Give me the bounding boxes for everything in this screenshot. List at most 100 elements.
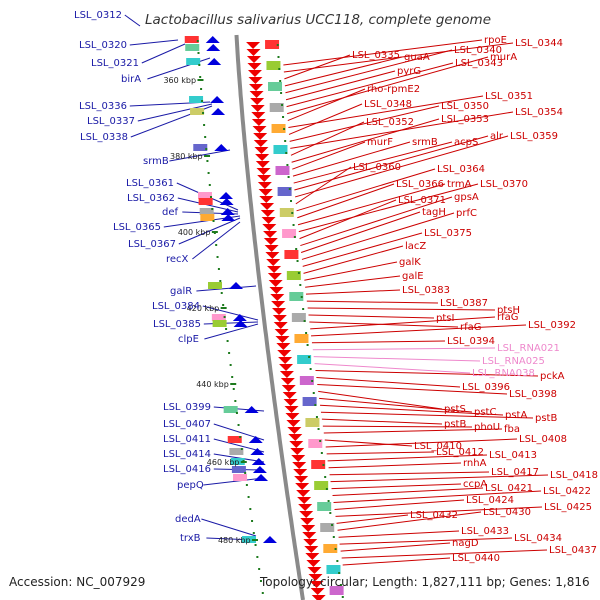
kbp-ticks: 360 kbp 380 kbp 400 kbp 420 kbp 440 kbp 460 k… (163, 40, 344, 598)
minor-tick (285, 152, 288, 154)
forward-gene-arrow (210, 96, 225, 103)
gene-label-right: LSL_0344 (515, 38, 563, 49)
gene-label-right: LSL_RNA025 (482, 356, 545, 367)
connector-right (291, 118, 440, 163)
minor-tick (211, 208, 214, 210)
minor-tick (222, 304, 225, 306)
reverse-gene-arrow (284, 406, 299, 413)
gene-label-right: LSL_0364 (437, 164, 485, 175)
gene-label-right: pstC (474, 407, 496, 418)
minor-tick (210, 196, 213, 198)
minor-tick (242, 460, 245, 462)
connector-right (312, 347, 496, 351)
reverse-gene-arrow (310, 588, 325, 595)
connector-right (288, 95, 484, 128)
connector-right (311, 340, 446, 344)
connector-left (201, 518, 257, 537)
minor-tick (287, 176, 290, 178)
gene-block (297, 355, 312, 364)
gene-block (311, 460, 326, 469)
minor-tick (327, 500, 330, 502)
minor-tick (284, 140, 287, 142)
gene-label-right: ptsH (497, 305, 520, 316)
reverse-gene-arrow (289, 441, 304, 448)
gene-label-left: clpE (178, 334, 199, 345)
forward-gene-arrow (219, 198, 234, 205)
gene-block (211, 314, 226, 321)
gene-label-right: rpoE (484, 35, 507, 46)
gene-block (229, 448, 244, 455)
gene-label-left: LSL_0321 (91, 58, 139, 69)
gene-label-right: LSL_0440 (452, 553, 500, 564)
gene-block (241, 536, 256, 543)
gene-label-right: fba (504, 424, 520, 435)
reverse-gene-arrow (254, 147, 269, 154)
minor-tick (306, 344, 309, 346)
reverse-gene-arrow (249, 84, 264, 91)
connector-right (289, 105, 440, 142)
gene-label-right: LSL_0360 (353, 162, 401, 173)
reverse-gene-arrow (295, 483, 310, 490)
reverse-gene-arrow (263, 238, 278, 245)
connector-right (334, 499, 465, 510)
minor-tick (200, 88, 203, 90)
gene-label-right: prfC (456, 208, 477, 219)
reverse-gene-arrow (268, 280, 283, 287)
minor-tick (240, 448, 243, 450)
gene-block (279, 208, 294, 217)
gene-label-right: pstB (535, 413, 557, 424)
connector-left (137, 103, 213, 122)
minor-tick (277, 56, 280, 58)
connector-right (296, 168, 436, 212)
connector-left (178, 217, 241, 245)
minor-tick (234, 400, 237, 402)
gene-label-left: galR (170, 286, 192, 297)
gene-block (269, 103, 284, 112)
gene-label-right: LSL_0398 (509, 389, 557, 400)
gene-label-right: LSL_0392 (528, 320, 576, 331)
connector-right (308, 314, 435, 319)
minor-tick (254, 544, 257, 546)
minor-tick (207, 172, 210, 174)
gene-block (326, 565, 341, 574)
forward-gene-arrow (205, 36, 220, 43)
reverse-gene-arrow (294, 476, 309, 483)
connector-left (169, 149, 231, 162)
gene-block (329, 586, 344, 595)
connector-left (202, 305, 259, 321)
minor-tick (229, 364, 232, 366)
forward-gene-arrow (248, 436, 263, 443)
minor-tick (311, 380, 314, 382)
reverse-gene-arrow (250, 98, 265, 105)
minor-tick (296, 260, 299, 262)
map-title: Lactobacillus salivarius UCC118, complet… (145, 12, 491, 28)
gene-label-right: LSL_0370 (480, 179, 528, 190)
gene-label-left: LSL_0416 (163, 464, 211, 475)
connector-right (325, 438, 518, 448)
reverse-gene-arrow (290, 448, 305, 455)
reverse-gene-arrow (247, 70, 262, 77)
reverse-gene-arrow (246, 49, 261, 56)
connector-left (129, 39, 179, 46)
minor-tick (251, 520, 254, 522)
minor-tick (226, 340, 229, 342)
reverse-gene-arrow (270, 294, 285, 301)
connector-right (305, 275, 401, 288)
reverse-gene-arrow (272, 308, 287, 315)
connector-right (295, 166, 352, 205)
forward-gene-arrow (206, 44, 221, 51)
gene-label-right: LSL_0351 (485, 91, 533, 102)
kbp-tick-label: 380 kbp (170, 152, 203, 161)
gene-label-right: LSL_0424 (466, 495, 514, 506)
minor-tick (283, 128, 286, 130)
gene-label-right: rho-rpmE2 (367, 84, 420, 95)
connector-right (324, 439, 413, 447)
connector-right (294, 135, 489, 191)
gene-label-left: LSL_0338 (80, 132, 128, 143)
gene-label-right: galK (399, 257, 421, 268)
minor-tick (331, 524, 334, 526)
reverse-gene-arrow (263, 231, 278, 238)
minor-tick (196, 40, 199, 42)
reverse-gene-arrow (279, 371, 294, 378)
gene-label-right: guaA (404, 52, 430, 63)
